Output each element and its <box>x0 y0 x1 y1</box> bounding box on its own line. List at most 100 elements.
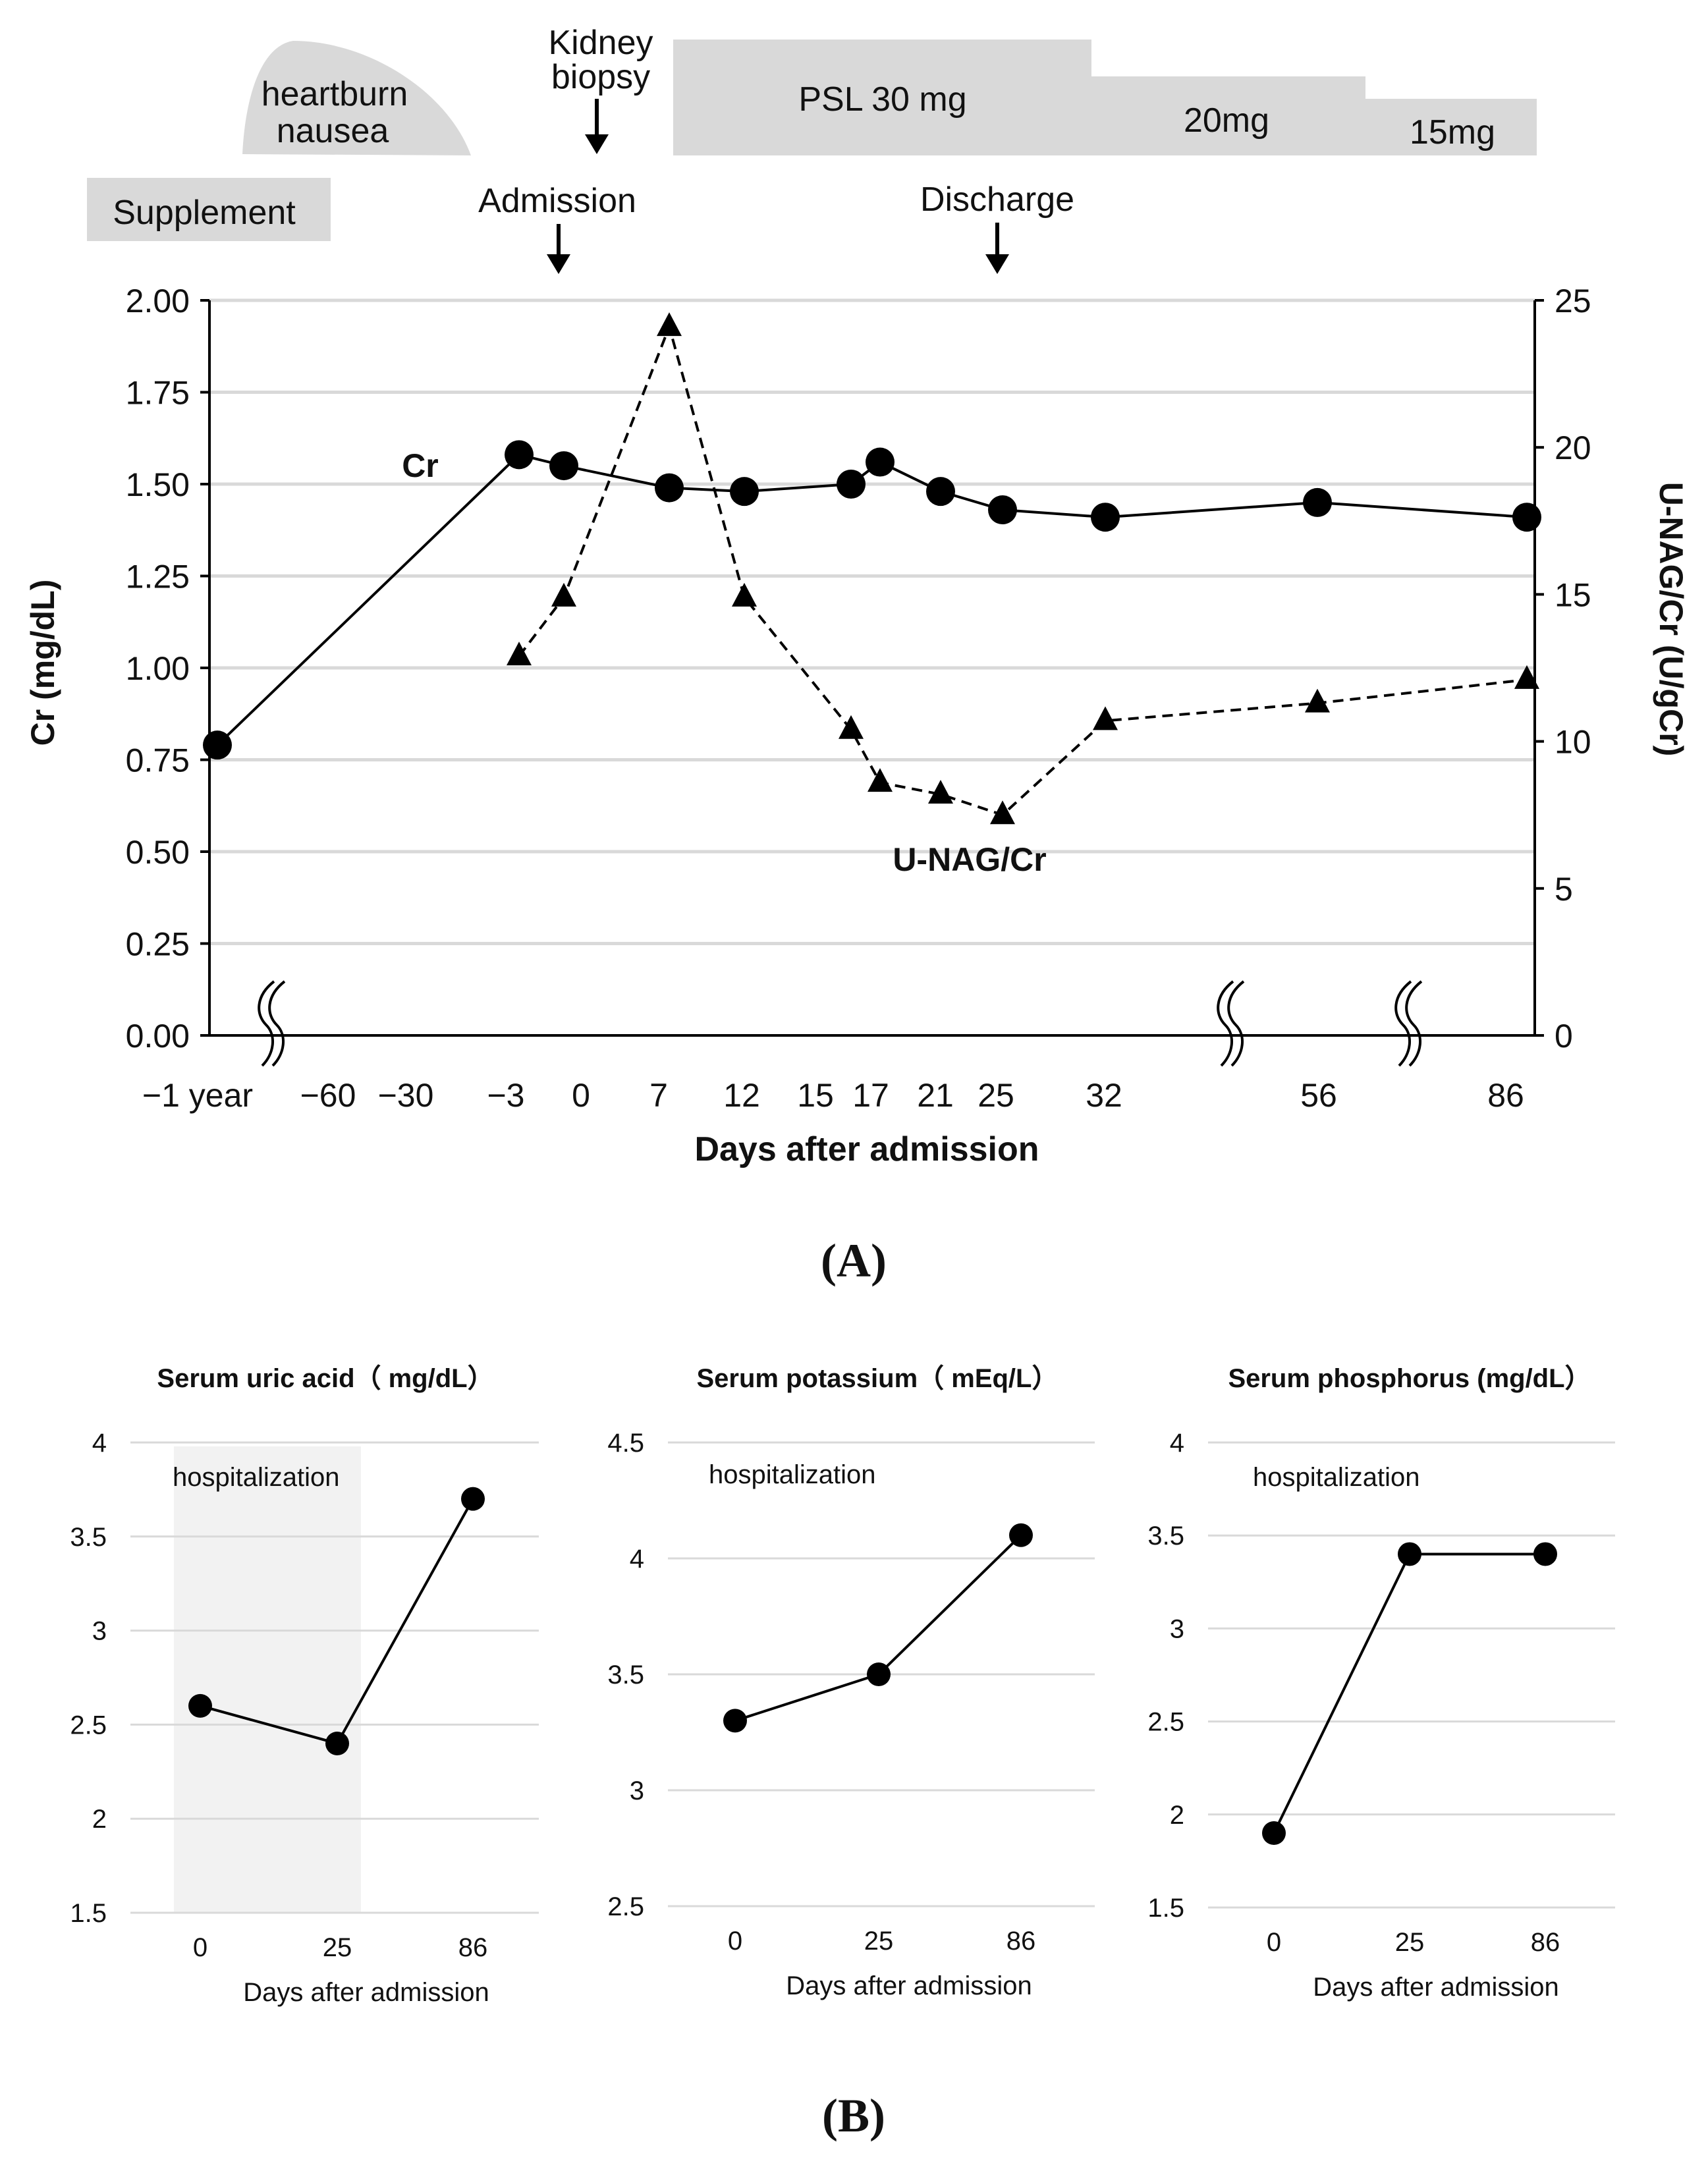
y-tick-label: 0.00 <box>126 1018 190 1055</box>
y2-tick-label: 25 <box>1555 283 1591 319</box>
cr-point <box>926 477 955 507</box>
data-point <box>1398 1542 1421 1566</box>
cr-point <box>1091 503 1120 532</box>
chart-title: Serum phosphorus (mg/dL） <box>1228 1364 1591 1393</box>
hospitalization-band <box>174 1446 361 1913</box>
data-point <box>723 1709 747 1733</box>
chart-title: Serum potassium（ mEq/L） <box>697 1364 1059 1393</box>
nag-point <box>928 779 953 804</box>
psl-15-band <box>1365 99 1537 155</box>
y-tick-label: 4 <box>630 1545 644 1574</box>
cr-point <box>1303 487 1332 517</box>
admission-label: Admission <box>478 182 636 220</box>
x-tick-label: 56 <box>1300 1077 1337 1114</box>
x-tick-label: 25 <box>323 1933 352 1962</box>
hospitalization-label: hospitalization <box>173 1463 340 1492</box>
data-point <box>461 1487 485 1511</box>
y-tick-label: 0.25 <box>126 926 190 963</box>
y-tick-label: 3.5 <box>607 1660 644 1689</box>
nag-point <box>1514 665 1539 689</box>
series-markers <box>203 312 1541 825</box>
y2-axis-title: U-NAG/Cr (U/gCr) <box>1653 482 1690 757</box>
nag-point <box>1305 688 1330 713</box>
cr-point <box>866 447 895 477</box>
series-line <box>734 1534 1022 1722</box>
psl-20-label: 20mg <box>1184 101 1269 140</box>
discharge-label: Discharge <box>920 180 1074 219</box>
axis-break-stroke <box>268 980 286 1067</box>
y-tick-label: 2.5 <box>1147 1708 1184 1737</box>
data-point <box>1533 1542 1557 1566</box>
y2-tick-label: 10 <box>1555 724 1591 761</box>
data-point <box>1009 1523 1033 1547</box>
cr-point <box>655 473 684 503</box>
axis-breaks <box>258 980 1423 1067</box>
x-axis-title: Days after admission <box>243 1978 489 2007</box>
treatment-timeline: Supplement heartburn nausea PSL 30 mg 20… <box>87 40 1537 241</box>
x-tick-label: 25 <box>864 1927 894 1956</box>
x-tick-label: 25 <box>978 1077 1014 1114</box>
y-tick-label: 2 <box>1170 1801 1184 1830</box>
y-tick-label: 4 <box>1170 1429 1184 1458</box>
psl-20-band <box>1091 76 1365 155</box>
x-tick-label: 12 <box>723 1077 760 1114</box>
potassium-chart: 2.5 3 3.5 4 4.5 Serum potassium（ mEq/L） hospit… <box>607 1364 1095 2000</box>
x-tick-label: 86 <box>1006 1927 1036 1956</box>
y-tick-label: 1.5 <box>1147 1894 1184 1923</box>
nag-series-label: U-NAG/Cr <box>893 841 1046 878</box>
x-tick-label: 0 <box>572 1077 590 1114</box>
admission-arrow-icon <box>547 224 570 274</box>
data-point <box>867 1662 891 1686</box>
psl-30-label: PSL 30 mg <box>798 80 966 119</box>
y-tick-label: 4.5 <box>607 1429 644 1458</box>
series-lines <box>216 322 1528 817</box>
supplement-label: Supplement <box>113 194 296 232</box>
axis-break-icon <box>1394 980 1423 1067</box>
nag-point <box>1093 706 1118 730</box>
nag-point <box>839 715 864 739</box>
axis-break-stroke <box>1394 980 1412 1067</box>
panel-a-label: (A) <box>821 1234 887 1287</box>
biopsy-arrow-icon <box>585 99 609 154</box>
phosphorus-chart: 1.5 2 2.5 3 3.5 4 Serum phosphorus (mg/dL） hosp… <box>1147 1364 1615 2002</box>
y2-tick-label: 0 <box>1555 1018 1573 1055</box>
x-tick-label: 0 <box>728 1927 742 1956</box>
biopsy-label-line2: biopsy <box>551 58 650 96</box>
chart-title: Serum uric acid（ mg/dL） <box>157 1364 493 1393</box>
y-tick-label: 3.5 <box>1147 1522 1184 1550</box>
y-tick-label: 3 <box>92 1617 107 1646</box>
panel-b-label: (B) <box>822 2089 885 2142</box>
series-line <box>1273 1552 1545 1834</box>
data-point <box>188 1693 212 1718</box>
symptom-label-line1: heartburn <box>262 75 408 113</box>
y-tick-label: 0.50 <box>126 834 190 871</box>
psl-15-label: 15mg <box>1410 113 1495 151</box>
x-tick-label: −60 <box>300 1077 356 1114</box>
y2-tick-label: 5 <box>1555 871 1573 908</box>
x-tick-label: −3 <box>487 1077 524 1114</box>
y-tick-label: 3.5 <box>70 1523 107 1552</box>
y-tick-label: 2.5 <box>607 1892 644 1921</box>
data-point <box>1262 1821 1286 1846</box>
y-tick-label: 1.75 <box>126 375 190 412</box>
x-tick-label: 0 <box>1267 1928 1281 1957</box>
symptom-label-line2: nausea <box>277 112 389 150</box>
event-markers: Kidney biopsy Admission Discharge <box>478 24 1074 274</box>
axis-break-stroke <box>1227 980 1245 1067</box>
y-tick-label: 2.5 <box>70 1711 107 1740</box>
x-tick-label: 7 <box>649 1077 668 1114</box>
uric-acid-chart: 1.5 2 2.5 3 3.5 4 Serum uric acid（ mg/dL） hospi… <box>70 1364 539 2007</box>
axis-break-icon <box>1217 980 1245 1067</box>
x-axis-title: Days after admission <box>694 1130 1039 1168</box>
cr-point <box>1512 503 1541 532</box>
cr-point <box>988 495 1017 525</box>
axis-break-stroke <box>1217 980 1234 1067</box>
cr-point <box>203 730 232 760</box>
data-point <box>325 1731 349 1755</box>
gridlines <box>209 298 1535 945</box>
x-tick-label: 32 <box>1086 1077 1122 1114</box>
right-axis-ticks: 0 5 10 15 20 25 <box>1535 283 1591 1055</box>
x-axis-title: Days after admission <box>786 1971 1032 2000</box>
cr-nag-chart: 0.00 0.25 0.50 0.75 1.00 1.25 1.50 1.75 2.00 0 5 1… <box>24 283 1690 1168</box>
